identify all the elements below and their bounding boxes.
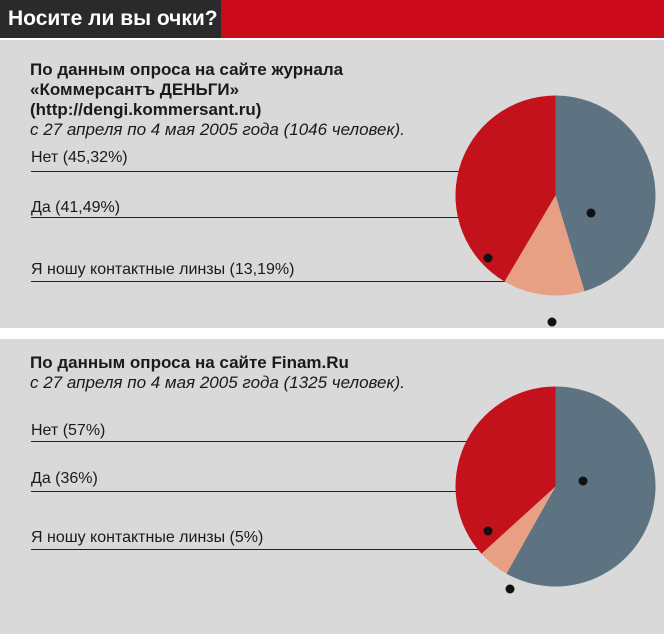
slice-label-da: Да (36%) [31, 470, 98, 487]
slice-label-net: Нет (57%) [31, 422, 106, 439]
source-text-1: По данным опроса на сайте журнала «Комме… [30, 60, 405, 140]
leader-line-lenses [31, 281, 552, 282]
leader-dot [505, 584, 515, 594]
leader-line-net [31, 441, 583, 442]
leader-line-net [31, 171, 591, 172]
source-bold-line: По данным опроса на сайте журнала [30, 60, 344, 79]
leader-dot [547, 317, 557, 327]
slice-label-lenses: Я ношу контактные линзы (5%) [31, 529, 264, 546]
source-italic-line: с 27 апреля по 4 мая 2005 года (1046 чел… [30, 120, 405, 139]
source-italic-line: с 27 апреля по 4 мая 2005 года (1325 чел… [30, 373, 405, 392]
slice-label-net: Нет (45,32%) [31, 149, 128, 166]
leader-line-da [31, 217, 488, 218]
source-bold-line: «Коммерсантъ ДЕНЬГИ» [30, 80, 240, 99]
source-text-2: По данным опроса на сайте Finam.Ru с 27 … [30, 353, 405, 393]
pie-slice [455, 95, 556, 282]
slice-label-lenses: Я ношу контактные линзы (13,19%) [31, 261, 295, 278]
leader-line-lenses [31, 549, 510, 550]
pie-chart-1 [455, 95, 656, 327]
pie-chart-2 [455, 386, 656, 594]
leader-dot [483, 526, 493, 536]
pie-slice [504, 195, 585, 296]
source-bold-line: (http://dengi.kommersant.ru) [30, 100, 262, 119]
pie-slice [481, 486, 556, 574]
pie-slice [455, 386, 556, 554]
chart-panel-2: По данным опроса на сайте Finam.Ru с 27 … [0, 339, 664, 634]
leader-dot [483, 253, 493, 263]
panel-divider [0, 328, 664, 339]
page-title: Носите ли вы очки? [0, 0, 221, 38]
pie-slice [506, 386, 656, 587]
leader-dot [578, 476, 588, 486]
chart-panel-1: По данным опроса на сайте журнала «Комме… [0, 40, 664, 328]
leader-line-da [31, 491, 488, 492]
header-bar: Носите ли вы очки? [0, 0, 664, 38]
pie-slice [555, 95, 656, 292]
leader-dot [586, 208, 596, 218]
slice-label-da: Да (41,49%) [31, 199, 121, 216]
source-bold-line: По данным опроса на сайте Finam.Ru [30, 353, 349, 372]
